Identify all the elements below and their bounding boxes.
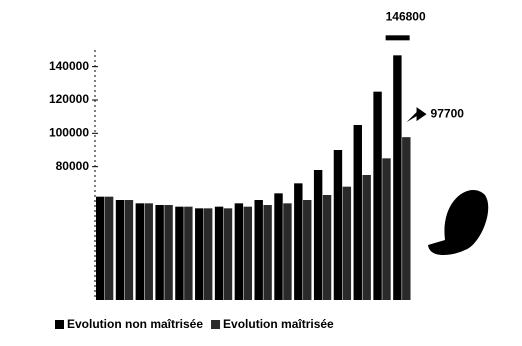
- y-tick-label: 80000: [56, 159, 90, 173]
- bar: [283, 203, 292, 300]
- peak-marker: [385, 35, 410, 41]
- bar: [353, 125, 362, 300]
- bar: [322, 195, 332, 300]
- bar: [373, 91, 382, 301]
- bar: [303, 200, 312, 300]
- bar: [155, 205, 164, 300]
- value-label: 97700: [431, 106, 465, 120]
- bar: [175, 206, 184, 300]
- bar: [203, 208, 213, 300]
- bar: [382, 158, 391, 300]
- bar: [243, 206, 253, 300]
- y-tick-label: 140000: [49, 59, 89, 73]
- bar: [104, 196, 114, 300]
- logo: [428, 190, 489, 255]
- bar: [195, 208, 204, 300]
- bar: [274, 193, 283, 300]
- y-tick-label: 100000: [49, 126, 89, 140]
- bar: [95, 196, 105, 300]
- bar: [234, 203, 244, 300]
- bar: [294, 183, 303, 300]
- bar: [164, 205, 173, 300]
- legend-swatch: [211, 320, 221, 329]
- bar: [144, 203, 153, 300]
- bar: [254, 200, 263, 300]
- bar: [362, 175, 371, 300]
- bar: [124, 200, 134, 300]
- value-label: 146800: [386, 10, 426, 24]
- bar: [263, 205, 272, 300]
- bar: [333, 150, 343, 300]
- arrow: [406, 107, 427, 123]
- bar: [393, 55, 402, 301]
- bar: [115, 200, 125, 300]
- bar: [402, 137, 411, 300]
- legend-label: Evolution maîtrisée: [223, 317, 334, 331]
- bar: [342, 186, 352, 300]
- bar: [184, 206, 193, 300]
- y-tick-label: 120000: [49, 92, 89, 106]
- legend-swatch: [55, 320, 64, 329]
- bar: [223, 208, 233, 300]
- bar: [313, 170, 323, 300]
- bar: [135, 203, 145, 300]
- bar: [214, 206, 224, 300]
- legend-label: Evolution non maîtrisée: [67, 317, 203, 331]
